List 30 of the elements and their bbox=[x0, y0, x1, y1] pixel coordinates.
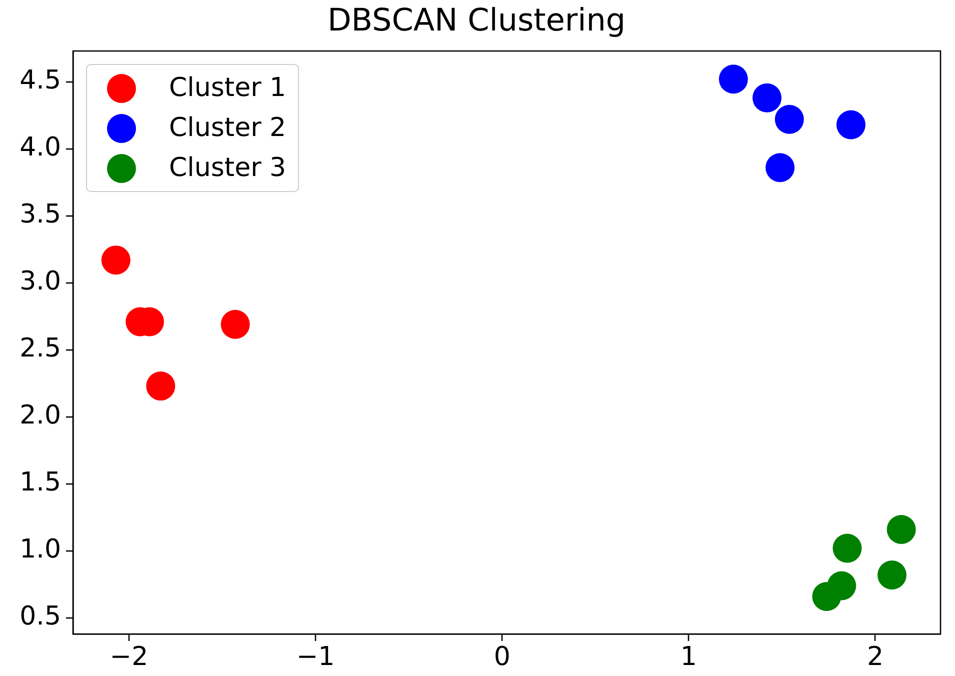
y-tick-label: 2.5 bbox=[20, 334, 61, 364]
y-tick-label: 1.0 bbox=[20, 534, 61, 565]
x-tick-label: 0 bbox=[494, 642, 510, 672]
y-tick-label: 4.0 bbox=[20, 132, 61, 163]
point bbox=[146, 372, 176, 401]
y-tick-label: 3.5 bbox=[20, 200, 61, 230]
x-tick-label: 2 bbox=[866, 642, 884, 672]
y-tick-label: 2.0 bbox=[20, 400, 61, 431]
point bbox=[752, 83, 782, 112]
x-tick-label: 1 bbox=[680, 642, 697, 672]
legend-label: Cluster 3 bbox=[169, 153, 286, 183]
point bbox=[877, 560, 906, 590]
point bbox=[101, 246, 130, 275]
point bbox=[718, 64, 748, 94]
legend-label: Cluster 2 bbox=[169, 113, 286, 143]
chart-title: DBSCAN Clustering bbox=[327, 2, 626, 39]
point bbox=[812, 582, 842, 611]
y-tick-label: 4.5 bbox=[20, 66, 61, 96]
legend-label: Cluster 1 bbox=[169, 73, 286, 103]
point bbox=[774, 104, 804, 134]
y-tick-label: 1.5 bbox=[20, 468, 61, 498]
x-tick-label: −2 bbox=[110, 642, 148, 672]
point bbox=[886, 514, 916, 544]
x-tick-label: −1 bbox=[296, 642, 335, 672]
point bbox=[220, 310, 250, 339]
point bbox=[832, 534, 862, 563]
point bbox=[766, 153, 795, 182]
y-tick-label: 3.0 bbox=[20, 266, 61, 297]
point bbox=[836, 110, 866, 140]
y-tick-label: 0.5 bbox=[20, 602, 61, 632]
